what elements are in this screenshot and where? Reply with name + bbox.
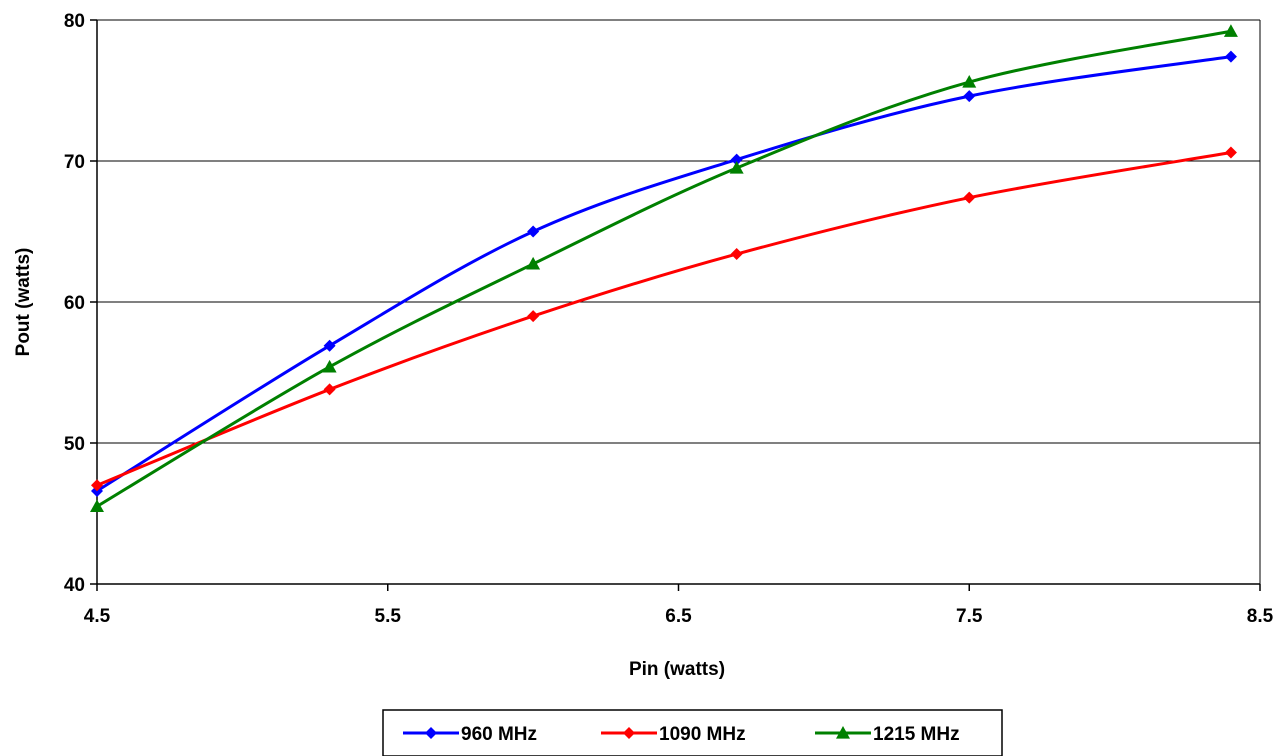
data-point (1224, 146, 1237, 159)
data-point (527, 225, 540, 238)
data-point (323, 339, 336, 352)
series-group (90, 24, 1238, 513)
data-point (1223, 24, 1238, 37)
data-point (963, 90, 976, 103)
series-line (96, 29, 1232, 508)
legend-marker (425, 727, 437, 739)
data-point (322, 359, 337, 373)
legend-item: 1215 MHz (815, 724, 960, 745)
y-axis-ticks: 40 50 60 70 80 (64, 11, 97, 596)
y-tick-label: 40 (64, 575, 85, 596)
y-tick-label: 60 (64, 293, 85, 314)
x-tick-label: 5.5 (375, 606, 402, 627)
data-point (963, 191, 976, 204)
series-line (96, 151, 1232, 487)
series-line (96, 55, 1232, 493)
data-point (323, 383, 336, 396)
x-axis-label: Pin (watts) (629, 659, 725, 680)
data-point (730, 248, 743, 261)
series-1 (91, 146, 1237, 492)
legend-label: 1090 MHz (659, 724, 746, 745)
y-tick-label: 50 (64, 434, 85, 455)
y-tick-label: 80 (64, 11, 85, 32)
series-2 (90, 24, 1238, 513)
x-axis-ticks: 4.5 5.5 6.5 7.5 8.5 (84, 584, 1274, 627)
data-point (962, 75, 977, 88)
x-tick-label: 8.5 (1247, 606, 1274, 627)
y-axis-label: Pout (watts) (13, 248, 34, 357)
data-point (91, 479, 103, 492)
data-point (729, 161, 744, 174)
data-point (526, 256, 541, 270)
legend-item: 1090 MHz (601, 724, 746, 745)
legend-box (382, 709, 1003, 756)
legend: 960 MHz 1090 MHz 1215 MHz (382, 709, 1003, 756)
legend-marker (836, 726, 850, 739)
y-tick-label: 70 (64, 152, 85, 173)
data-point (90, 499, 104, 513)
legend-label: 1215 MHz (873, 724, 960, 745)
x-tick-label: 6.5 (665, 606, 692, 627)
legend-marker (623, 727, 635, 739)
legend-item: 960 MHz (403, 724, 537, 745)
data-point (527, 310, 540, 323)
x-tick-label: 4.5 (84, 606, 111, 627)
x-tick-label: 7.5 (956, 606, 983, 627)
legend-label: 960 MHz (461, 724, 537, 745)
gridlines (97, 19, 1260, 444)
data-point (1224, 50, 1237, 63)
data-point (730, 153, 743, 166)
